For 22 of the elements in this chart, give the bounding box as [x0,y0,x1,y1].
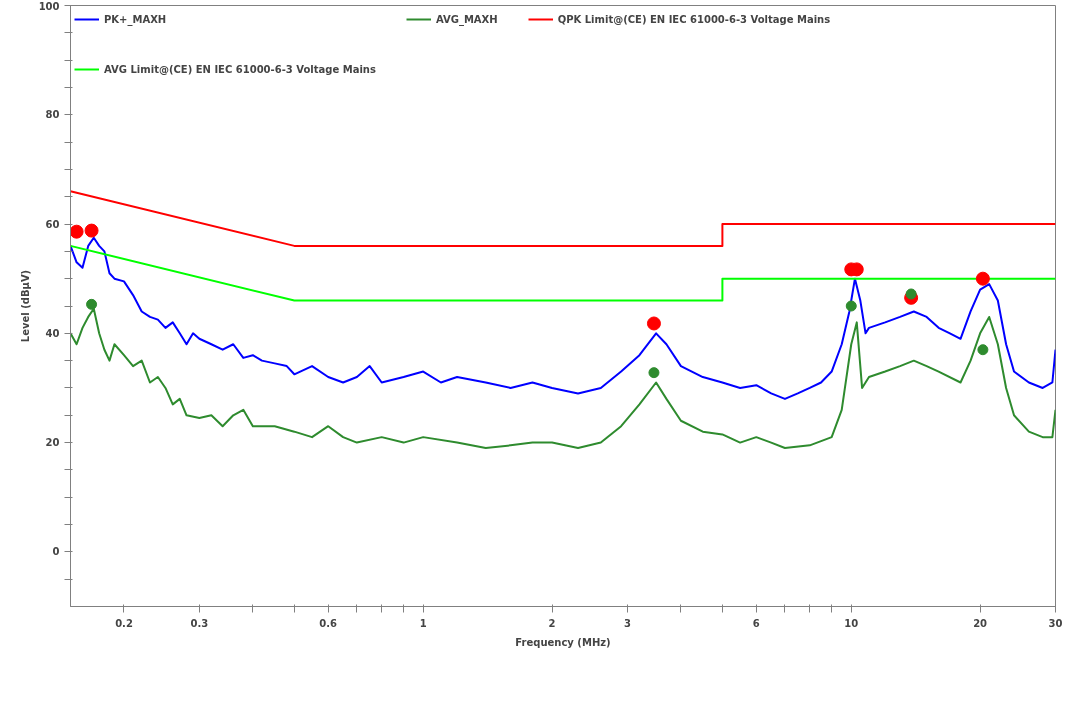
x-tick-label: 20 [973,617,988,629]
y-tick-label: 0 [52,546,60,558]
x-tick-label: 2 [548,617,556,629]
x-tick-label: 0.2 [115,617,133,629]
y-tick-label: 80 [45,109,60,121]
legend-label: PK+_MAXH [104,13,167,25]
x-tick-label: 10 [844,617,859,629]
x-axis-title: Frequency (MHz) [515,636,611,648]
legend-label: AVG Limit@(CE) EN IEC 61000-6-3 Voltage Mains [104,63,376,75]
x-tick-label: 6 [752,617,760,629]
y-tick-label: 40 [45,327,60,339]
x-tick-label: 3 [623,617,631,629]
y-tick-label: 100 [38,0,60,12]
x-tick-label: 0.6 [319,617,338,629]
legend-label: AVG_MAXH [435,13,498,25]
x-tick-label: 1 [419,617,427,629]
y-axis-title: Level (dBµV) [19,269,31,343]
y-tick-label: 20 [45,437,60,449]
x-tick-label: 0.3 [190,617,209,629]
y-tick-label: 60 [45,218,60,230]
legend-label: QPK Limit@(CE) EN IEC 61000-6-3 Voltage Mains [557,13,831,25]
x-tick-label: 30 [1048,617,1063,629]
